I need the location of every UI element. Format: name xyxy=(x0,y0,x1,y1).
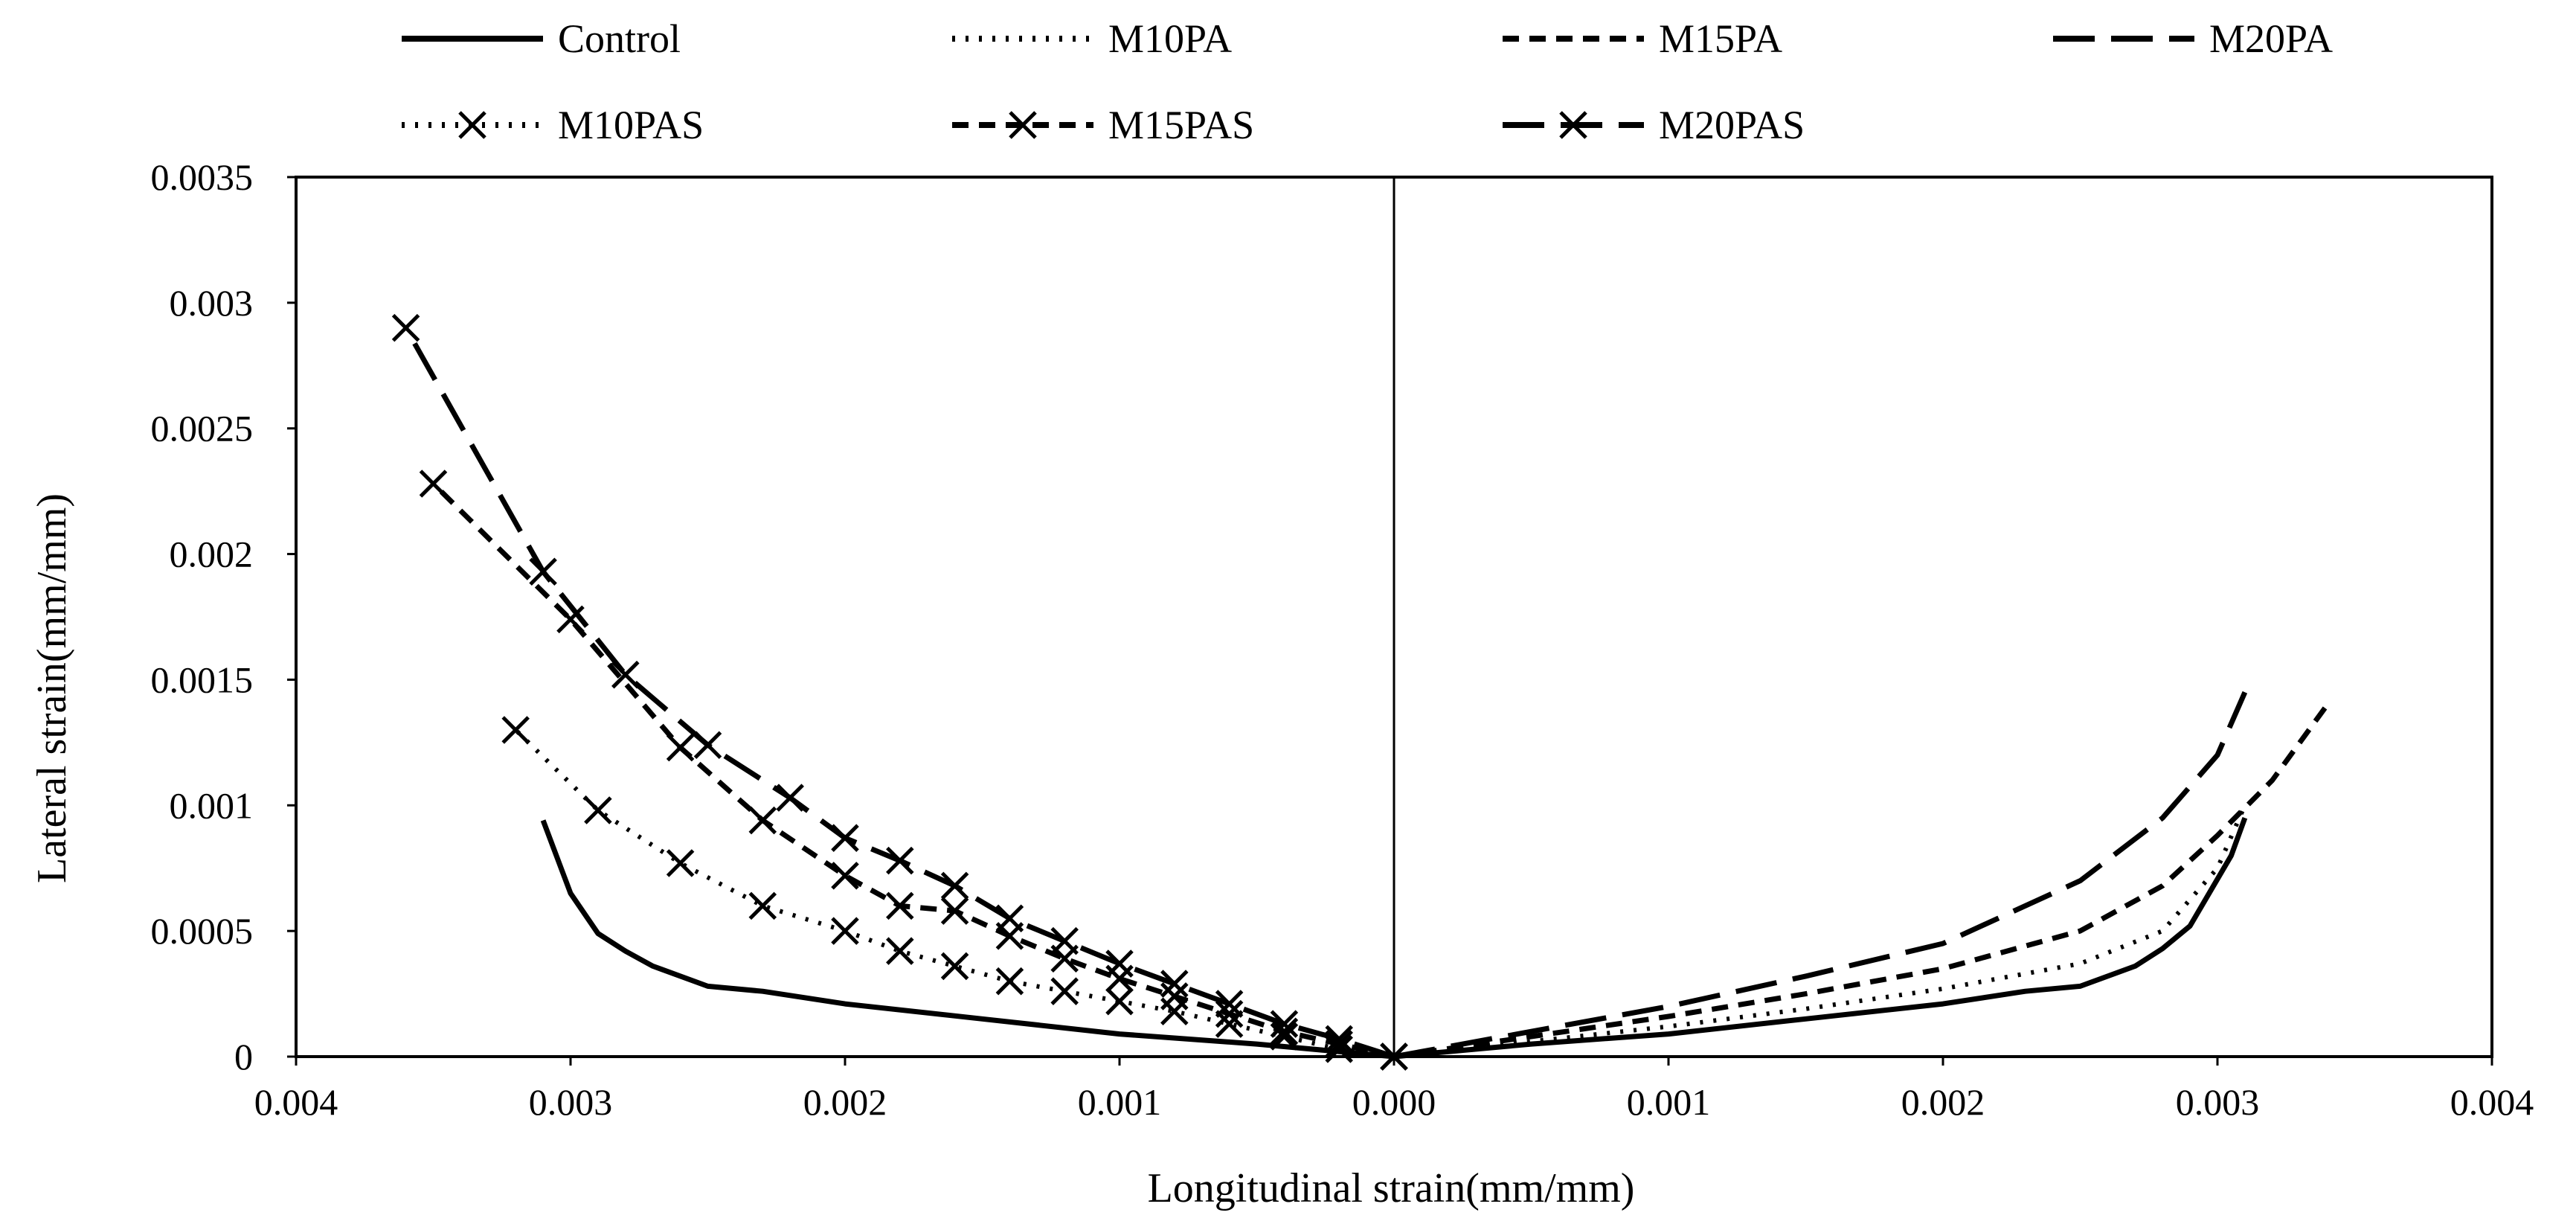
x-tick-label: 0.001 xyxy=(1627,1081,1711,1123)
data-point-m10pas xyxy=(501,716,530,744)
data-point-m15pas xyxy=(1105,964,1134,993)
legend-marker xyxy=(1009,111,1037,139)
x-tick-label: 0.003 xyxy=(2176,1081,2260,1123)
x-tick-label: 0.002 xyxy=(1901,1081,1985,1123)
data-point-m15pas xyxy=(831,862,859,890)
y-tick-label: 0.002 xyxy=(170,534,254,575)
series-control xyxy=(540,817,2248,1060)
series-m15pas xyxy=(419,470,1408,1071)
legend-label: M15PAS xyxy=(1108,103,1254,147)
series-line-m10pas xyxy=(514,728,1395,1059)
x-tick-label: 0.004 xyxy=(2450,1081,2534,1123)
plot-area xyxy=(391,313,2330,1071)
data-point-m15pas xyxy=(419,470,448,498)
data-point-m20pas xyxy=(693,731,722,759)
x-tick-label: 0.002 xyxy=(803,1081,887,1123)
y-tick-label: 0.0025 xyxy=(151,408,254,449)
series-line-m20pa xyxy=(1393,691,2248,1060)
data-point-m20pas xyxy=(1105,949,1134,978)
data-point-m10pas xyxy=(1050,977,1079,1005)
data-point-m15pas xyxy=(556,605,585,634)
data-point-m15pas xyxy=(886,891,914,920)
x-tick-label: 0.004 xyxy=(254,1081,338,1123)
legend-label: M15PA xyxy=(1659,16,1782,61)
series-line-control xyxy=(1393,817,2248,1060)
data-point-m15pas xyxy=(748,806,777,835)
data-point-m10pas xyxy=(1105,987,1134,1016)
x-tick-label: 0.003 xyxy=(529,1081,613,1123)
data-point-m15pas xyxy=(1160,982,1189,1010)
series-m20pas xyxy=(391,313,1408,1071)
data-point-m20pas xyxy=(1050,926,1079,955)
axes: 0 0.0005 0.001 0.0015 0.002 0.0025 0.003 0.0035… xyxy=(151,156,2534,1123)
legend-label: Control xyxy=(558,16,681,61)
legend-item-m10pa: M10PA xyxy=(952,16,1232,61)
series-m20pa xyxy=(1393,691,2248,1060)
legend-label: M10PAS xyxy=(558,103,704,147)
x-tick-label: 0.000 xyxy=(1352,1081,1436,1123)
data-point-m20pas xyxy=(886,846,914,875)
legend-item-m10pas: M10PAS xyxy=(402,103,704,147)
y-axis-title: Lateral strain(mm/mm) xyxy=(29,493,75,883)
y-tick-label: 0.003 xyxy=(170,282,254,324)
data-point-m20pas xyxy=(529,557,557,586)
legend-item-m20pa: M20PA xyxy=(2053,16,2333,61)
legend: Control M10PA M15PA M20PA M10PAS M15PAS M20PAS xyxy=(402,16,2333,147)
legend-label: M20PAS xyxy=(1659,103,1805,147)
data-point-m20pas xyxy=(1160,970,1189,998)
data-point-m15pas xyxy=(666,733,695,762)
data-point-m10pas xyxy=(748,891,777,920)
data-point-m10pas xyxy=(995,967,1024,996)
legend-marker xyxy=(458,111,486,139)
legend-label: M20PA xyxy=(2209,16,2333,61)
data-point-m20pas xyxy=(391,313,420,342)
data-point-m20pas xyxy=(995,904,1024,933)
data-point-m20pas xyxy=(1325,1025,1353,1054)
legend-item-m15pas: M15PAS xyxy=(952,103,1254,147)
data-point-m20pas xyxy=(831,824,859,852)
series-line-control xyxy=(540,819,1395,1060)
data-point-m10pas xyxy=(584,796,612,824)
legend-item-control: Control xyxy=(402,16,681,61)
series-line-m20pas xyxy=(403,326,1395,1060)
series-line-m15pa xyxy=(1393,703,2330,1060)
y-tick-label: 0 xyxy=(234,1036,253,1077)
legend-label: M10PA xyxy=(1108,16,1232,61)
data-point-m10pas xyxy=(831,917,859,945)
legend-item-m20pas: M20PAS xyxy=(1503,103,1805,147)
legend-marker xyxy=(1559,111,1587,139)
data-point-m20pas xyxy=(611,660,640,689)
y-tick-label: 0.0005 xyxy=(151,910,254,952)
y-tick-label: 0.0035 xyxy=(151,156,254,198)
data-point-m15pas xyxy=(1215,999,1244,1028)
legend-item-m15pa: M15PA xyxy=(1503,16,1782,61)
x-axis-title: Longitudinal strain(mm/mm) xyxy=(1148,1165,1635,1211)
x-tick-label: 0.001 xyxy=(1078,1081,1162,1123)
data-point-m10pas xyxy=(886,937,914,965)
data-point-m10pas xyxy=(666,849,695,877)
y-tick-label: 0.0015 xyxy=(151,659,254,700)
series-m15pa xyxy=(1393,703,2330,1060)
data-point-m20pas xyxy=(940,871,969,900)
data-point-m20pas xyxy=(1215,990,1244,1018)
data-point-m20pas xyxy=(776,784,804,812)
data-point-m20pas xyxy=(1270,1010,1299,1038)
series-line-m15pas xyxy=(431,481,1395,1060)
data-point-m15pas xyxy=(940,897,969,925)
data-point-m10pas xyxy=(940,952,969,981)
y-tick-label: 0.001 xyxy=(170,784,254,826)
